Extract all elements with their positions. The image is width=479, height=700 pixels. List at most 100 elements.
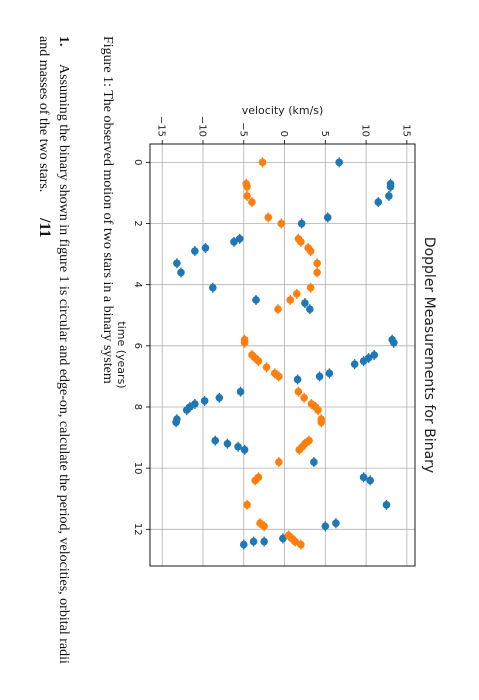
series-1 xyxy=(172,157,398,550)
data-point xyxy=(293,375,302,384)
data-point xyxy=(279,534,287,543)
data-point xyxy=(370,351,379,359)
x-tick-label: 8 xyxy=(132,404,143,410)
data-point xyxy=(240,445,249,454)
data-point xyxy=(386,183,395,191)
data-point xyxy=(315,372,324,381)
data-point xyxy=(191,247,199,255)
grid-layer xyxy=(150,144,415,566)
data-point xyxy=(260,522,268,531)
y-tick-label: 0 xyxy=(278,131,289,137)
x-axis-label: time (years) xyxy=(115,321,128,388)
x-tick-label: 10 xyxy=(132,462,143,475)
x-tick-label: 4 xyxy=(132,281,143,287)
data-point xyxy=(243,501,251,509)
data-point xyxy=(321,522,330,531)
data-point xyxy=(260,537,268,546)
data-point xyxy=(258,158,267,167)
data-point xyxy=(313,268,321,277)
data-point xyxy=(301,299,309,307)
data-point xyxy=(306,247,315,255)
data-point xyxy=(295,445,304,454)
data-point xyxy=(382,501,391,509)
data-point xyxy=(200,397,209,405)
data-point xyxy=(274,305,282,313)
y-tick-label: 15 xyxy=(400,124,411,137)
data-point xyxy=(240,338,249,347)
data-point xyxy=(306,283,315,292)
data-point xyxy=(294,387,303,396)
data-point xyxy=(208,283,217,292)
data-point xyxy=(291,537,299,546)
question-marks: /11 xyxy=(36,218,53,238)
data-point xyxy=(359,357,368,365)
data-point xyxy=(366,476,374,485)
data-point xyxy=(297,238,305,246)
data-point xyxy=(275,458,283,466)
data-point xyxy=(374,198,383,206)
data-point xyxy=(251,476,259,485)
y-tick-label: 5 xyxy=(319,131,330,137)
data-point xyxy=(286,296,295,304)
data-point xyxy=(306,305,314,313)
data-point xyxy=(236,387,245,396)
plot-frame xyxy=(149,143,416,567)
data-point xyxy=(297,219,306,228)
question-text-line2: and masses of the two stars. xyxy=(36,36,51,193)
data-point xyxy=(223,439,232,448)
data-point xyxy=(297,540,305,549)
data-point xyxy=(350,360,359,368)
data-point xyxy=(325,369,334,378)
data-point xyxy=(239,540,248,549)
data-point xyxy=(243,183,251,191)
data-point xyxy=(173,259,181,268)
data-point xyxy=(201,244,210,252)
data-point xyxy=(172,418,180,427)
question-number: 1. xyxy=(56,36,71,47)
y-axis-label: velocity (km/s) xyxy=(242,104,324,117)
y-tick-label: −10 xyxy=(197,116,208,137)
data-point xyxy=(262,363,271,372)
data-point xyxy=(215,394,224,402)
data-point xyxy=(234,442,242,451)
data-point xyxy=(248,198,256,206)
data-point xyxy=(292,290,301,298)
data-point xyxy=(317,418,326,427)
x-tick-label: 2 xyxy=(132,220,143,226)
data-point xyxy=(310,458,318,466)
x-tick-label: 0 xyxy=(132,159,143,165)
x-ticks: 0 2 4 6 8 10 12 xyxy=(132,159,150,536)
series-2 xyxy=(240,157,326,550)
data-point xyxy=(235,234,244,243)
data-point xyxy=(313,259,321,268)
data-point xyxy=(182,406,191,414)
figure-caption: Figure 1: The observed motion of two sta… xyxy=(100,36,115,384)
data-point xyxy=(359,473,368,482)
data-point xyxy=(335,158,343,167)
data-point xyxy=(264,213,273,222)
data-point xyxy=(243,192,251,200)
chart-title: Doppler Measurements for Binary xyxy=(421,237,437,473)
data-point xyxy=(249,537,258,546)
data-point xyxy=(211,436,220,445)
x-tick-label: 6 xyxy=(132,343,143,349)
data-point xyxy=(300,394,308,402)
x-tick-label: 12 xyxy=(132,523,143,536)
data-point xyxy=(314,406,322,414)
y-tick-label: −15 xyxy=(156,116,167,137)
data-point xyxy=(230,238,238,246)
data-point xyxy=(385,192,393,200)
data-point xyxy=(254,357,263,365)
series-layer xyxy=(172,157,398,550)
data-point xyxy=(252,296,260,304)
data-point xyxy=(275,372,283,381)
data-point xyxy=(177,268,185,277)
data-point xyxy=(323,213,332,222)
data-point xyxy=(277,219,286,228)
data-point xyxy=(390,338,398,347)
y-ticks: −15 −10 −5 0 5 10 15 xyxy=(156,116,411,144)
y-tick-label: −5 xyxy=(237,122,248,137)
